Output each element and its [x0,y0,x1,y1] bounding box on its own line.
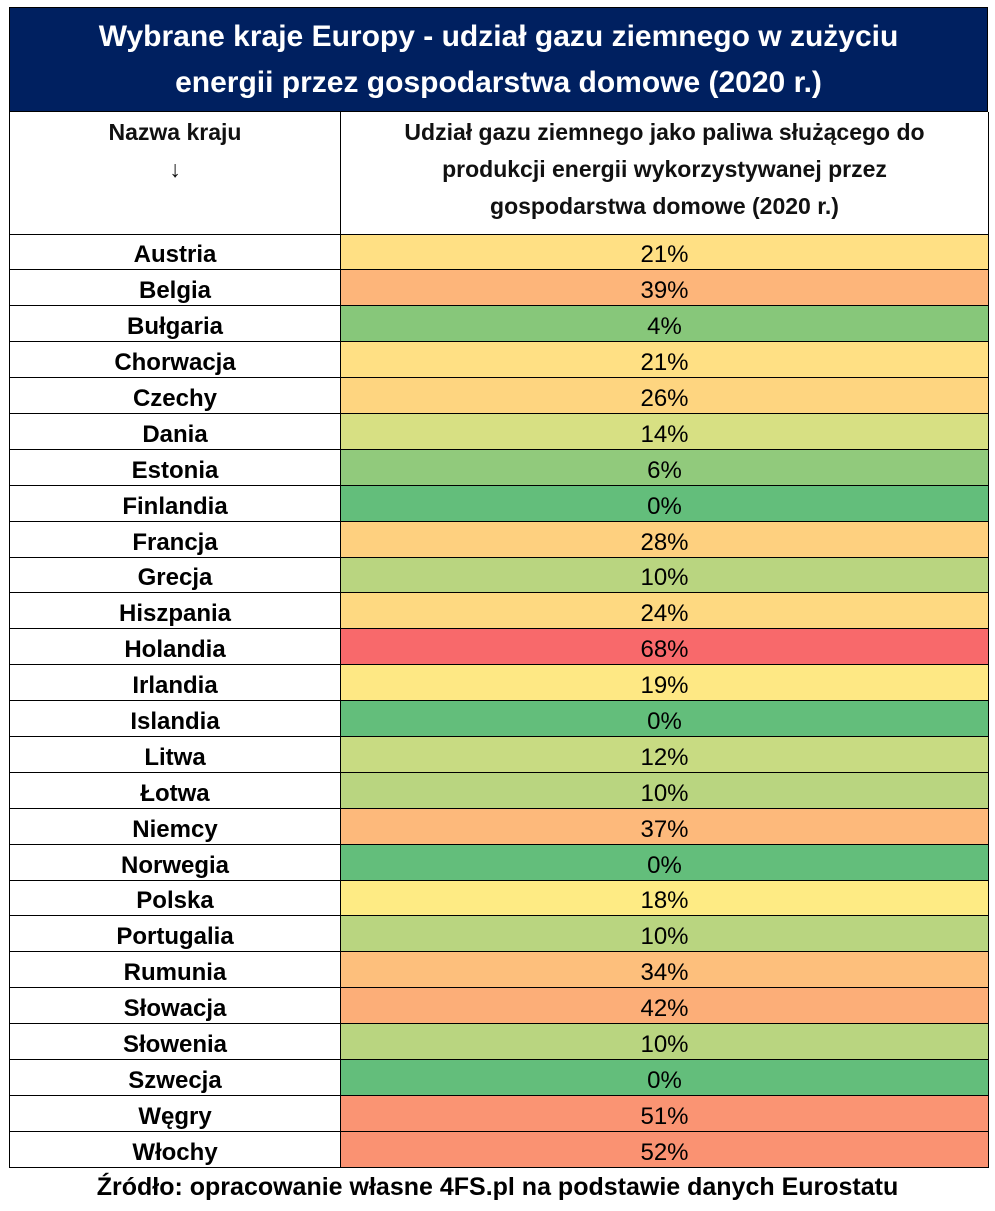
share-value-cell: 12% [340,735,989,773]
table-row: Austria 21% [9,233,989,271]
table-row: Finlandia 0% [9,484,989,522]
country-cell: Holandia [9,628,341,666]
table-row: Portugalia 10% [9,915,989,953]
table-row: Dania 14% [9,412,989,450]
data-table: Nazwa kraju ↓ Udział gazu ziemnego jako … [9,112,989,1168]
table-row: Łotwa 10% [9,771,989,809]
table-row: Islandia 0% [9,700,989,737]
share-value-cell: 26% [340,377,989,414]
share-value-cell: 52% [340,1130,989,1168]
share-value-cell: 14% [340,412,989,450]
table-row: Niemcy 37% [9,807,989,845]
share-value-cell: 51% [340,1094,989,1132]
share-value-cell: 34% [340,951,989,989]
share-value-cell: 39% [340,269,989,307]
country-cell: Belgia [9,269,341,307]
country-cell: Czechy [9,377,341,414]
table-row: Norwegia 0% [9,843,989,881]
table-row: Chorwacja 21% [9,341,989,379]
header-share: Udział gazu ziemnego jako paliwa służące… [340,112,989,235]
table-row: Estonia 6% [9,448,989,486]
title-line-2: energii przez gospodarstwa domowe (2020 … [175,65,822,99]
country-cell: Chorwacja [9,341,341,379]
country-cell: Francja [9,520,341,558]
table-row: Szwecja 0% [9,1058,989,1096]
table-sheet: Wybrane kraje Europy - udział gazu ziemn… [9,7,989,1168]
title-line-1: Wybrane kraje Europy - udział gazu ziemn… [98,19,899,53]
table-row: Słowenia 10% [9,1023,989,1060]
table-title: Wybrane kraje Europy - udział gazu ziemn… [9,7,988,112]
table-row: Grecja 10% [9,556,989,594]
table-row: Polska 18% [9,879,989,917]
header-row: Nazwa kraju ↓ Udział gazu ziemnego jako … [9,112,989,235]
share-value-cell: 10% [340,771,989,809]
share-value-cell: 0% [340,700,989,737]
country-cell: Litwa [9,735,341,773]
share-value-cell: 0% [340,843,989,881]
table-row: Bułgaria 4% [9,305,989,343]
country-cell: Polska [9,879,341,917]
share-value-cell: 6% [340,448,989,486]
table-row: Holandia 68% [9,628,989,666]
share-value-cell: 21% [340,233,989,271]
table-row: Litwa 12% [9,735,989,773]
country-cell: Włochy [9,1130,341,1168]
country-cell: Grecja [9,556,341,594]
share-value-cell: 37% [340,807,989,845]
share-value-cell: 21% [340,341,989,379]
share-value-cell: 10% [340,556,989,594]
table-body: Austria 21% Belgia 39% Bułgaria 4% Chorwacja 21… [9,233,989,1168]
share-value-cell: 42% [340,987,989,1025]
share-value-cell: 68% [340,628,989,666]
share-value-cell: 18% [340,879,989,917]
country-cell: Estonia [9,448,341,486]
table-row: Rumunia 34% [9,951,989,989]
share-value-cell: 0% [340,1058,989,1096]
country-cell: Portugalia [9,915,341,953]
share-value-cell: 19% [340,664,989,702]
table-row: Irlandia 19% [9,664,989,702]
country-cell: Słowenia [9,1023,341,1060]
header-share-line-3: gospodarstwa domowe (2020 r.) [490,193,839,219]
country-cell: Dania [9,412,341,450]
table-row: Belgia 39% [9,269,989,307]
country-cell: Hiszpania [9,592,341,630]
country-cell: Łotwa [9,771,341,809]
table-row: Francja 28% [9,520,989,558]
country-cell: Rumunia [9,951,341,989]
share-value-cell: 24% [340,592,989,630]
country-cell: Austria [9,233,341,271]
country-cell: Węgry [9,1094,341,1132]
header-country: Nazwa kraju ↓ [9,112,341,235]
table-row: Węgry 51% [9,1094,989,1132]
source-note: Źródło: opracowanie własne 4FS.pl na pod… [96,1173,899,1201]
arrow-down-icon: ↓ [169,156,181,182]
country-cell: Finlandia [9,484,341,522]
country-cell: Słowacja [9,987,341,1025]
country-cell: Bułgaria [9,305,341,343]
country-cell: Islandia [9,700,341,737]
share-value-cell: 28% [340,520,989,558]
header-share-line-2: produkcji energii wykorzystywanej przez [442,156,887,182]
table-row: Czechy 26% [9,377,989,414]
table-row: Hiszpania 24% [9,592,989,630]
header-share-line-1: Udział gazu ziemnego jako paliwa służące… [404,119,925,145]
country-cell: Szwecja [9,1058,341,1096]
share-value-cell: 10% [340,1023,989,1060]
header-country-label: Nazwa kraju [108,119,242,145]
share-value-cell: 10% [340,915,989,953]
table-row: Słowacja 42% [9,987,989,1025]
country-cell: Irlandia [9,664,341,702]
share-value-cell: 4% [340,305,989,343]
table-row: Włochy 52% [9,1130,989,1168]
share-value-cell: 0% [340,484,989,522]
country-cell: Niemcy [9,807,341,845]
country-cell: Norwegia [9,843,341,881]
